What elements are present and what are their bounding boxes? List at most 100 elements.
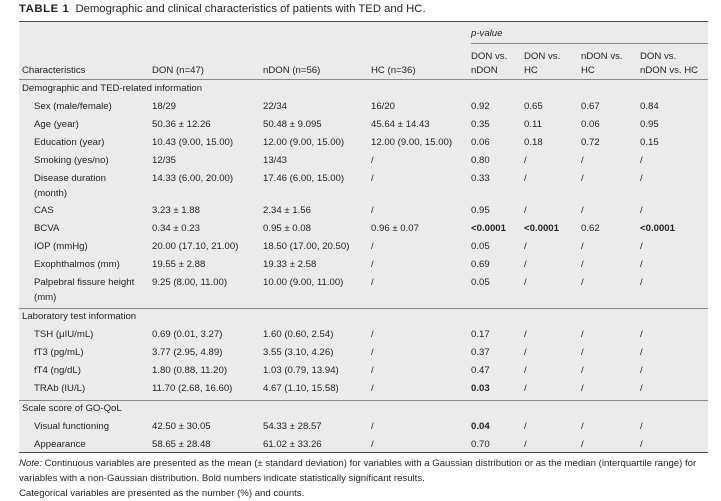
cell-p-all: 0.15 (640, 137, 659, 148)
row-label: IOP (mmHg) (34, 241, 88, 252)
section-rule (19, 308, 708, 309)
cell-p-don-ndon: 0.92 (471, 101, 490, 112)
cell-p-all: / (640, 259, 643, 270)
cell-p-don-hc: / (524, 347, 527, 358)
row-label: Education (year) (34, 137, 105, 148)
cell-p-don-ndon: 0.03 (471, 383, 490, 394)
header-p-all-1: DON vs. (640, 51, 677, 62)
cell-hc: / (371, 329, 374, 340)
row-label-cont: (month) (34, 188, 68, 199)
section-heading: Demographic and TED-related information (22, 83, 203, 94)
cell-p-ndon-hc: / (581, 365, 584, 376)
cell-p-don-hc: / (524, 329, 527, 340)
cell-p-don-hc: 0.65 (524, 101, 543, 112)
cell-don: 0.69 (0.01, 3.27) (152, 329, 223, 340)
cell-p-ndon-hc: 0.06 (581, 119, 600, 130)
cell-p-all: / (640, 365, 643, 376)
cell-p-don-hc: / (524, 173, 527, 184)
cell-p-all: / (640, 277, 643, 288)
cell-p-ndon-hc: 0.72 (581, 137, 600, 148)
row-label: fT4 (ng/dL) (34, 365, 81, 376)
cell-don: 10.43 (9.00, 15.00) (152, 137, 234, 148)
cell-don: 3.23 ± 1.88 (152, 205, 200, 216)
cell-don: 18/29 (152, 101, 177, 112)
cell-ndon: 3.55 (3.10, 4.26) (263, 347, 334, 358)
cell-ndon: 12.00 (9.00, 15.00) (263, 137, 345, 148)
cell-hc: 45.64 ± 14.43 (371, 119, 430, 130)
header-p-ndon-hc-1: nDON vs. (581, 51, 623, 62)
cell-ndon: 2.34 ± 1.56 (263, 205, 311, 216)
row-label: Visual functioning (34, 421, 110, 432)
cell-p-don-ndon: 0.06 (471, 137, 490, 148)
cell-p-all: 0.84 (640, 101, 659, 112)
table-caption: TABLE 1 Demographic and clinical characte… (19, 1, 709, 17)
cell-p-don-ndon: <0.0001 (471, 223, 506, 234)
header-p-don-ndon-1: DON vs. (471, 51, 508, 62)
row-label: TRAb (IU/L) (34, 383, 86, 394)
row-label: Age (year) (34, 119, 79, 130)
cell-ndon: 0.95 ± 0.08 (263, 223, 311, 234)
cell-hc: 12.00 (9.00, 15.00) (371, 137, 453, 148)
cell-hc: / (371, 439, 374, 450)
header-p-all-2: nDON vs. HC (640, 65, 699, 76)
cell-don: 20.00 (17.10, 21.00) (152, 241, 239, 252)
section-rule (19, 400, 708, 401)
note-text: Continuous variables are presented as th… (19, 458, 697, 484)
header-p-ndon-hc-2: HC (581, 65, 595, 76)
header-don: DON (n=47) (152, 65, 204, 76)
cell-p-don-hc: / (524, 383, 527, 394)
cell-hc: / (371, 277, 374, 288)
cell-p-don-ndon: 0.95 (471, 205, 490, 216)
row-label-cont: (mm) (34, 292, 57, 303)
row-label: Appearance (34, 439, 86, 450)
cell-p-ndon-hc: / (581, 383, 584, 394)
cell-hc: 16/20 (371, 101, 396, 112)
row-label: fT3 (pg/mL) (34, 347, 84, 358)
cell-hc: / (371, 383, 374, 394)
cell-p-don-ndon: 0.05 (471, 277, 490, 288)
cell-ndon: 1.60 (0.60, 2.54) (263, 329, 334, 340)
cell-p-all: <0.0001 (640, 223, 675, 234)
row-label: Disease duration (34, 173, 106, 184)
cell-p-don-hc: <0.0001 (524, 223, 559, 234)
cell-p-ndon-hc: / (581, 347, 584, 358)
cell-p-all: / (640, 205, 643, 216)
header-bottom-rule (19, 79, 708, 80)
cell-p-ndon-hc: 0.62 (581, 223, 600, 234)
cell-p-don-ndon: 0.35 (471, 119, 490, 130)
header-ndon: nDON (n=56) (263, 65, 321, 76)
cell-p-all: / (640, 241, 643, 252)
cell-ndon: 22/34 (263, 101, 288, 112)
cell-hc: / (371, 347, 374, 358)
cell-ndon: 18.50 (17.00, 20.50) (263, 241, 350, 252)
cell-p-ndon-hc: / (581, 277, 584, 288)
header-hc: HC (n=36) (371, 65, 416, 76)
cell-p-all: / (640, 329, 643, 340)
note-paragraph: Note: Continuous variables are presented… (19, 456, 709, 486)
cell-p-all: / (640, 347, 643, 358)
header-characteristics: Characteristics (22, 65, 86, 76)
cell-p-don-ndon: 0.04 (471, 421, 490, 432)
cell-p-ndon-hc: / (581, 155, 584, 166)
cell-p-ndon-hc: / (581, 259, 584, 270)
cell-p-don-hc: / (524, 439, 527, 450)
cell-don: 11.70 (2.68, 16.60) (152, 383, 233, 394)
cell-p-all: / (640, 439, 643, 450)
row-label: Sex (male/female) (34, 101, 112, 112)
cell-p-don-hc: / (524, 277, 527, 288)
cell-p-don-ndon: 0.05 (471, 241, 490, 252)
cell-p-ndon-hc: / (581, 329, 584, 340)
cell-p-don-ndon: 0.80 (471, 155, 490, 166)
pvalue-group-rule (471, 43, 708, 44)
table-top-rule (19, 21, 708, 22)
cell-p-don-hc: 0.18 (524, 137, 543, 148)
cell-p-don-hc: / (524, 421, 527, 432)
cell-ndon: 61.02 ± 33.26 (263, 439, 322, 450)
table-label: TABLE 1 (19, 3, 70, 15)
cell-ndon: 54.33 ± 28.57 (263, 421, 322, 432)
cell-hc: / (371, 155, 374, 166)
cell-don: 50.36 ± 12.26 (152, 119, 211, 130)
cell-don: 0.34 ± 0.23 (152, 223, 200, 234)
header-p-don-hc-2: HC (524, 65, 538, 76)
cell-p-don-ndon: 0.69 (471, 259, 490, 270)
